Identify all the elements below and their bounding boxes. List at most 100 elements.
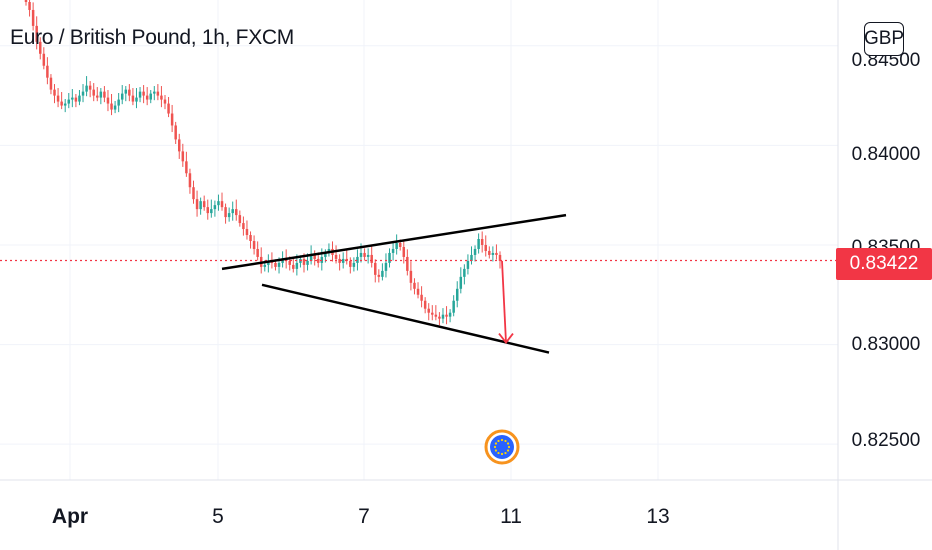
candle-body <box>199 201 202 210</box>
candle-body <box>252 240 256 249</box>
currency-badge[interactable]: GBP <box>864 22 904 56</box>
candle-body <box>388 252 391 263</box>
candle-body <box>316 258 320 263</box>
candle-body <box>39 41 42 54</box>
candle-body <box>46 65 49 78</box>
projection-arrow-shaft <box>501 260 507 343</box>
candle-body <box>341 258 345 263</box>
eu-flag-star <box>504 439 507 443</box>
candle-body <box>445 314 448 317</box>
candle-body <box>88 85 92 90</box>
candle-body <box>131 95 135 102</box>
candle-body <box>227 213 231 218</box>
candle-body <box>434 314 438 317</box>
candle-body <box>117 99 120 106</box>
candle-body <box>160 95 163 100</box>
eu-flag-star <box>500 452 504 456</box>
candle-body <box>220 201 224 208</box>
eu-flag-star <box>494 442 498 445</box>
candle-body <box>366 254 370 257</box>
candle-body <box>156 91 160 96</box>
candle-body <box>128 89 131 96</box>
candle-body <box>438 316 441 319</box>
candle-body <box>28 1 31 10</box>
candle-body <box>409 270 413 283</box>
candle-body <box>374 262 377 275</box>
eu-flag-star <box>500 438 504 442</box>
candle-body <box>71 97 74 100</box>
candle-body <box>142 91 145 96</box>
candle-body <box>267 260 270 265</box>
eu-flag-star <box>497 451 500 455</box>
candle-body <box>242 223 245 230</box>
candle-body <box>96 95 99 98</box>
candle-body <box>170 113 174 126</box>
candle-body <box>324 252 327 257</box>
candle-body <box>334 254 338 259</box>
candle-body <box>185 161 188 174</box>
candle-body <box>406 256 409 271</box>
candle-body <box>56 95 60 102</box>
time-tick-label: 7 <box>358 505 370 528</box>
candle-body <box>338 258 341 263</box>
candle-body <box>31 9 35 26</box>
candle-body <box>167 103 170 114</box>
candle-body <box>174 125 177 140</box>
candle-body <box>103 91 106 98</box>
candle-body <box>306 260 309 265</box>
candle-body <box>416 288 420 295</box>
candle-body <box>391 248 395 253</box>
candle-body <box>85 85 88 92</box>
candle-body <box>495 252 498 255</box>
time-tick-label: 5 <box>212 505 224 528</box>
time-tick-label: Apr <box>51 505 89 528</box>
candle-body <box>352 262 356 267</box>
candle-body <box>153 91 156 94</box>
candle-body <box>398 242 402 247</box>
candle-body <box>302 258 306 265</box>
candle-body <box>24 0 28 2</box>
candle-body <box>35 25 38 42</box>
candle-body <box>309 254 313 261</box>
candle-body <box>263 264 267 267</box>
candle-body <box>99 91 103 98</box>
candle-body <box>488 250 491 255</box>
candle-body <box>113 105 117 110</box>
candle-body <box>381 270 384 277</box>
symbol-title[interactable]: Euro / British Pound, 1h, FXCM <box>10 26 294 49</box>
candle-body <box>238 215 242 224</box>
candle-body <box>135 97 138 102</box>
candle-body <box>356 256 359 263</box>
candle-body <box>484 244 487 251</box>
candle-body <box>138 91 142 98</box>
candle-body <box>210 209 213 214</box>
price-tick-label: 0.84000 <box>851 144 921 165</box>
candle-body <box>441 314 445 319</box>
price-tick-label: 0.82500 <box>851 430 921 451</box>
candle-body <box>313 254 316 259</box>
candle-body <box>470 254 473 261</box>
candle-body <box>81 91 85 96</box>
eu-flag-star <box>497 439 500 443</box>
candle-body <box>224 207 227 218</box>
eu-flag-star <box>507 445 511 449</box>
candle-body <box>431 312 434 315</box>
candle-body <box>288 260 291 265</box>
candle-body <box>145 95 149 100</box>
candle-body <box>149 93 152 100</box>
candle-body <box>413 282 416 289</box>
candle-body <box>459 276 463 289</box>
candle-body <box>498 254 502 261</box>
candle-body <box>120 93 124 100</box>
candle-body <box>423 300 427 309</box>
candle-body <box>188 173 192 188</box>
candle-body <box>217 201 220 206</box>
candle-body <box>384 262 388 271</box>
lower-trendline <box>261 283 550 354</box>
candle-body <box>395 242 398 249</box>
candle-body <box>195 199 199 210</box>
candle-body <box>466 260 470 269</box>
candle-body <box>448 312 452 317</box>
